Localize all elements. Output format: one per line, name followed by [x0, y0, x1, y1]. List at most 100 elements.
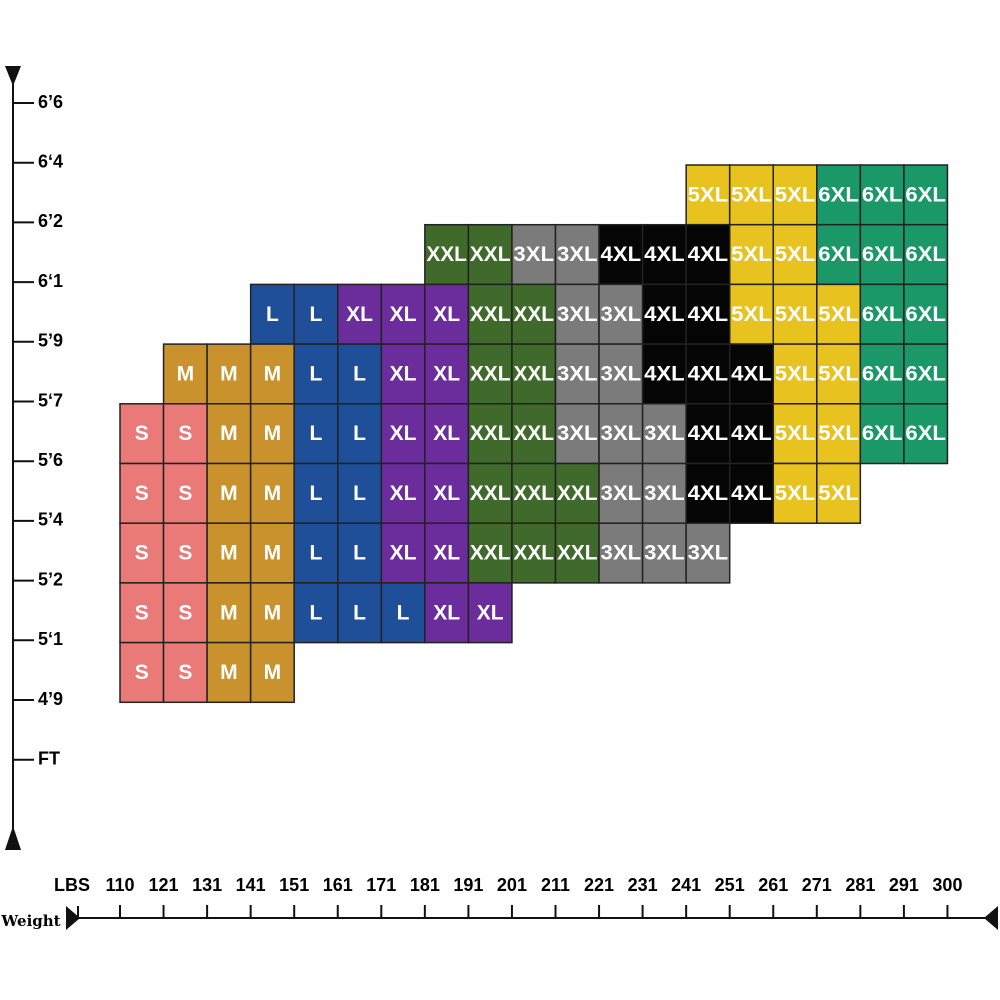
size-cell	[859, 403, 905, 465]
size-label: 4XL	[688, 482, 729, 505]
size-label: 4XL	[688, 422, 729, 445]
y-tick-label: 5‘1	[38, 629, 63, 649]
size-label: 6XL	[905, 362, 946, 385]
size-cell	[598, 522, 644, 584]
y-tick-label: FT	[38, 748, 60, 768]
size-cell	[380, 283, 426, 345]
x-tick-label: 131	[192, 875, 222, 895]
size-label: 6XL	[862, 243, 903, 266]
size-label: XL	[346, 303, 373, 326]
size-label: XL	[390, 362, 417, 385]
size-label: 4XL	[601, 243, 642, 266]
size-label: 4XL	[644, 362, 685, 385]
size-label: S	[178, 422, 192, 445]
size-cell	[641, 343, 687, 405]
size-label: M	[264, 362, 282, 385]
size-cell	[249, 462, 295, 524]
x-tick-label: 141	[236, 875, 266, 895]
x-tick-label: 181	[410, 875, 440, 895]
size-label: 4XL	[644, 303, 685, 326]
size-label: L	[310, 303, 323, 326]
size-label: 4XL	[688, 243, 729, 266]
size-cell	[162, 582, 208, 644]
size-label: L	[353, 601, 366, 624]
size-label: XXL	[470, 482, 511, 505]
size-label: XXL	[513, 362, 554, 385]
size-label: L	[310, 422, 323, 445]
size-cell	[380, 522, 426, 584]
size-label: 5XL	[775, 243, 816, 266]
size-label: 5XL	[775, 362, 816, 385]
size-label: 5XL	[775, 482, 816, 505]
size-label: 3XL	[644, 422, 685, 445]
size-label: M	[264, 422, 282, 445]
x-tick-label: 121	[149, 875, 179, 895]
size-label: 3XL	[601, 362, 642, 385]
size-cell	[598, 283, 644, 345]
size-cell	[424, 462, 470, 524]
size-cell	[772, 283, 818, 345]
size-label: 6XL	[905, 422, 946, 445]
size-cell	[903, 403, 949, 465]
size-label: 6XL	[905, 243, 946, 266]
size-label: XXL	[557, 542, 598, 565]
size-label: 4XL	[688, 362, 729, 385]
size-label: L	[353, 362, 366, 385]
size-label: XXL	[470, 362, 511, 385]
y-tick-label: 6‘4	[38, 151, 63, 171]
size-cell	[249, 283, 295, 345]
x-tick-label: 271	[802, 875, 832, 895]
size-cell	[685, 403, 731, 465]
size-cell	[728, 343, 775, 405]
size-label: 4XL	[731, 482, 772, 505]
x-tick-label: 231	[628, 875, 658, 895]
size-label: 6XL	[905, 303, 946, 326]
size-label: 3XL	[601, 303, 642, 326]
x-tick-label: 161	[323, 875, 353, 895]
size-label: XL	[433, 482, 460, 505]
size-label: 5XL	[731, 183, 772, 206]
size-cell	[511, 343, 557, 405]
size-label: M	[220, 542, 238, 565]
size-label: XL	[433, 422, 460, 445]
size-cell	[467, 343, 513, 405]
y-tick-label: 5’2	[38, 569, 63, 589]
size-label: 6XL	[818, 243, 859, 266]
size-cell	[641, 403, 687, 465]
size-label: XXL	[513, 482, 554, 505]
size-cell	[249, 582, 295, 644]
size-label: L	[310, 601, 323, 624]
size-cell	[249, 403, 295, 465]
size-label: M	[264, 482, 282, 505]
size-cell	[162, 462, 208, 524]
y-tick-label: 6’2	[38, 211, 63, 231]
size-cell	[380, 582, 426, 644]
size-cell	[467, 582, 513, 644]
size-label: 3XL	[644, 482, 685, 505]
size-label: 3XL	[557, 362, 598, 385]
size-label: 6XL	[862, 422, 903, 445]
size-cell	[467, 223, 513, 286]
size-label: XXL	[513, 422, 554, 445]
size-label: XL	[433, 362, 460, 385]
size-label: XL	[390, 422, 417, 445]
size-label: S	[178, 542, 192, 565]
size-label: 3XL	[644, 542, 685, 565]
x-tick-label: 300	[932, 875, 962, 895]
size-label: L	[310, 362, 323, 385]
axis-arrow	[5, 66, 21, 86]
size-label: 6XL	[818, 183, 859, 206]
size-cell	[554, 462, 600, 524]
size-label: S	[135, 542, 149, 565]
x-axis-unit: LBS	[54, 875, 90, 895]
x-tick-label: 221	[584, 875, 614, 895]
x-tick-label: 191	[453, 875, 483, 895]
size-cell	[598, 462, 644, 524]
size-label: 5XL	[775, 422, 816, 445]
y-tick-label: 6‘1	[38, 271, 63, 291]
size-label: XXL	[470, 243, 511, 266]
size-cell	[467, 522, 513, 584]
size-label: M	[220, 601, 238, 624]
size-label: L	[310, 542, 323, 565]
